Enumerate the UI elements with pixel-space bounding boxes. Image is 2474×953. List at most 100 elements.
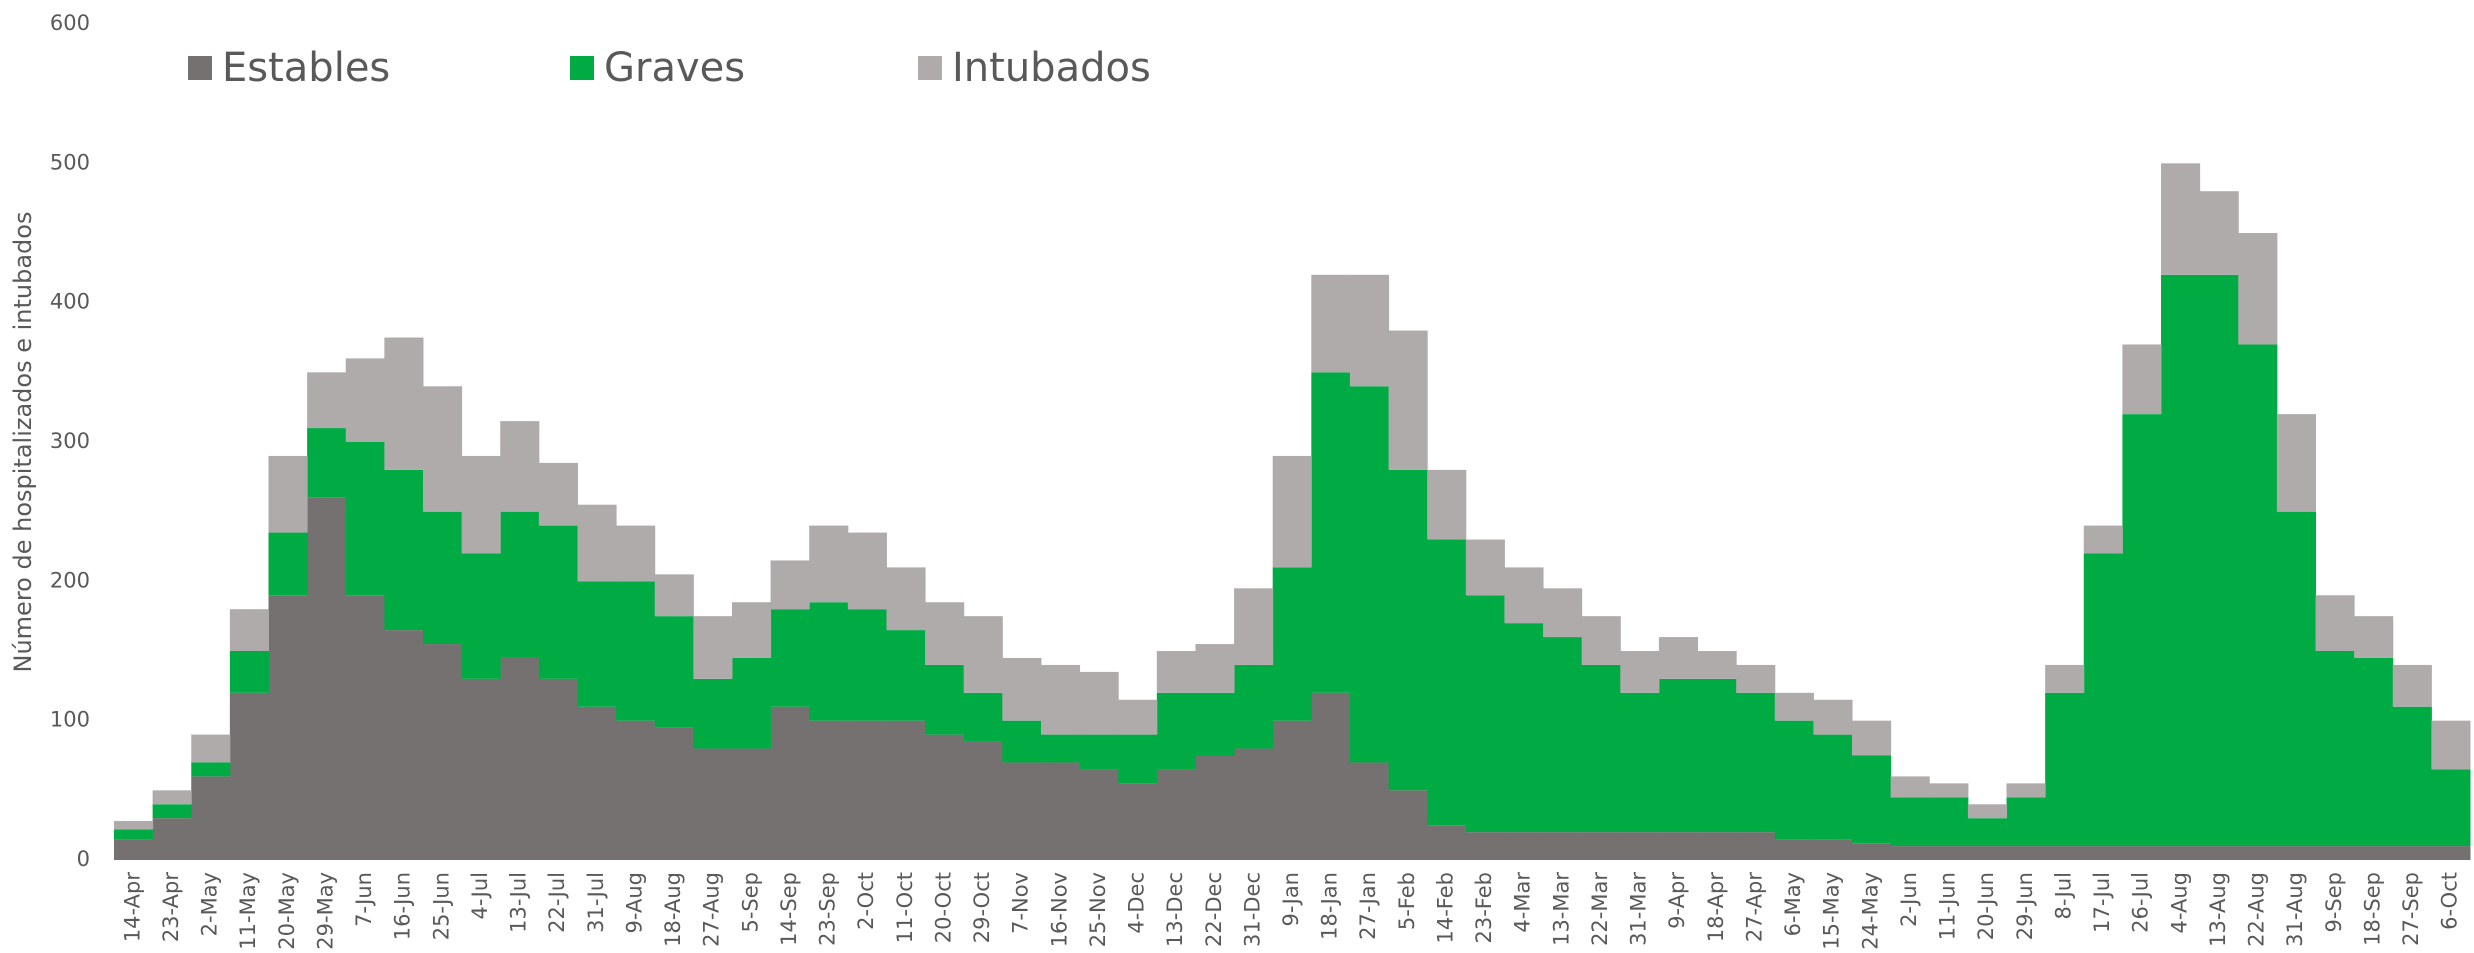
bar-segment [925,602,965,665]
bar-segment [2354,657,2394,847]
bar-segment [1272,455,1312,568]
bar-segment [114,820,154,830]
bar-segment [1002,762,1042,860]
bar-segment [1543,637,1583,833]
bar-segment [1736,692,1776,833]
x-tick-label: 25-Nov [1086,872,1110,947]
bar-segment [1388,790,1428,860]
bar-segment [1195,692,1235,756]
x-tick-label: 7-Jun [352,872,376,927]
bar-segment [307,372,347,429]
x-tick-label: 7-Nov [1009,872,1033,934]
bar-segment [1311,274,1351,373]
bar-segment [1118,783,1158,860]
bar-segment [2083,846,2123,860]
legend-label: Graves [604,45,745,91]
bar-segment [2199,191,2239,275]
bar-segment [1118,699,1158,735]
x-tick-label: 27-Aug [700,872,724,947]
bar-segment [2006,846,2046,860]
bar-segment [114,829,154,840]
x-tick-label: 29-Jun [2013,872,2037,940]
x-tick-label: 4-Mar [1511,872,1535,933]
x-tick-label: 31-Mar [1627,872,1651,946]
x-tick-label: 20-Oct [931,872,955,943]
bar-segment [577,581,617,707]
bar-segment [1852,755,1892,844]
bar-segment [2238,233,2278,345]
bar-segment [616,720,656,860]
x-tick-label: 5-Sep [738,872,762,933]
y-tick-label: 0 [77,847,90,871]
bar-segment [1620,651,1660,693]
x-tick-label: 23-Sep [816,872,840,946]
bar-segment [422,511,463,645]
bar-segment [1234,664,1274,749]
bar-segment [1349,762,1390,860]
bar-segment [1040,762,1081,860]
x-tick-label: 8-Jul [2051,872,2075,919]
bar-segment [268,532,308,596]
x-tick-label: 18-Aug [661,872,685,947]
bar-segment [1697,678,1737,833]
bar-segment [2276,414,2317,512]
bar-segment [2161,274,2201,847]
bar-segment [2431,769,2471,847]
bar-segment [384,337,424,470]
bar-segment [2431,846,2471,860]
bar-segment [2161,846,2201,860]
bar-segment [2354,616,2394,658]
bar-segment [847,532,887,610]
bar-segment [1504,567,1544,624]
bar-segment [2006,797,2046,847]
bar-segment [461,455,501,554]
bar-segment [1774,720,1814,840]
bar-segment [2006,783,2046,798]
bar-segment [886,630,926,721]
bar-segment [538,678,578,860]
x-tick-label: 31-Jul [584,872,608,933]
x-tick-label: 17-Jul [2090,872,2114,933]
legend-label: Estables [222,45,390,91]
bar-segment [886,567,926,631]
bar-segment [229,692,269,860]
bar-segment [1465,539,1505,596]
bar-segment [1427,469,1467,540]
x-tick-label: 11-Jun [1936,872,1960,940]
y-tick-label: 300 [50,429,90,453]
bar-segment [1388,330,1428,470]
x-tick-label: 24-May [1858,872,1882,950]
bar-segment [2161,163,2201,275]
x-tick-label: 16-Jun [391,872,415,940]
bar-segment [731,657,772,749]
x-tick-label: 2-May [198,872,222,936]
bar-segment [500,421,540,512]
bar-segment [577,504,617,582]
bar-segment [1543,832,1583,860]
bar-segment [693,678,733,749]
bar-segment [1079,734,1119,770]
bar-segment [2122,344,2162,415]
bar-segment [847,609,887,721]
bar-segment [2083,525,2123,554]
x-tick-label: 18-Apr [1704,872,1728,943]
x-tick-label: 13-Jul [507,872,531,933]
bar-segment [1813,734,1853,840]
bar-segment [229,609,269,651]
bar-segment [2315,651,2355,847]
bar-segment [809,525,849,603]
bar-segment [1195,755,1235,860]
bar-segment [1890,797,1930,847]
bar-segment [2392,664,2432,707]
bar-segment [191,762,231,777]
bar-segment [770,609,810,707]
x-tick-label: 14-Feb [1433,872,1457,943]
bar-segment [1967,846,2008,860]
bar-segment [1118,734,1158,784]
bar-segment [2315,846,2355,860]
bar-segment [538,462,578,526]
x-tick-label: 11-Oct [893,872,917,943]
bar-segment [1736,664,1776,693]
x-tick-label: 13-Dec [1163,872,1187,947]
bar-segment [963,741,1003,860]
